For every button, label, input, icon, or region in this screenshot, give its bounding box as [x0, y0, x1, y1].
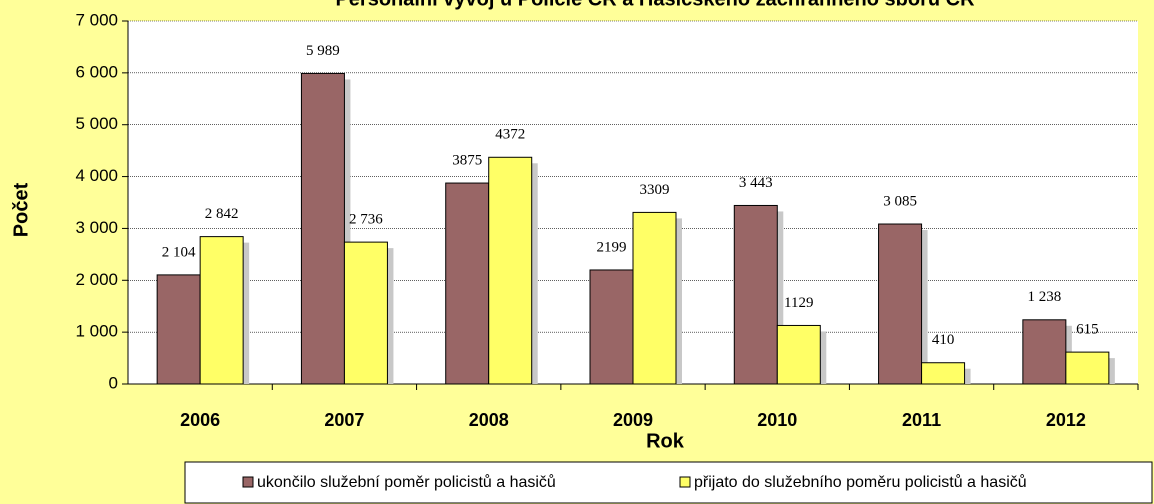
data-label: 3 443	[739, 175, 773, 191]
y-tick-label: 7 000	[75, 10, 118, 29]
bar	[1065, 351, 1110, 385]
legend	[184, 461, 1153, 504]
y-tick-label: 5 000	[75, 114, 118, 133]
bar	[733, 204, 778, 385]
y-tick-label: 0	[109, 373, 118, 392]
bar	[343, 241, 388, 385]
legend-swatch	[679, 476, 691, 488]
y-axis-label: Počet	[10, 182, 32, 237]
x-tick-label: 2009	[613, 410, 653, 430]
data-label: 3875	[452, 152, 482, 168]
x-axis-label: Rok	[646, 430, 685, 452]
data-label: 410	[932, 332, 955, 348]
y-tick-label: 6 000	[75, 62, 118, 81]
data-label: 5 989	[306, 43, 340, 59]
y-tick-label: 3 000	[75, 218, 118, 237]
data-label: 1 238	[1027, 289, 1061, 305]
x-tick-label: 2012	[1046, 410, 1086, 430]
bar	[632, 211, 677, 385]
legend-label: přijato do služebního poměru policistů a…	[694, 473, 1027, 491]
x-tick-label: 2010	[757, 410, 797, 430]
data-label: 3309	[640, 182, 670, 198]
x-tick-label: 2006	[180, 410, 220, 430]
data-label: 2 842	[205, 206, 239, 222]
legend-swatch	[242, 476, 254, 488]
data-label: 2 736	[349, 212, 383, 228]
y-tick-label: 1 000	[75, 322, 118, 341]
bar	[156, 274, 201, 385]
data-label: 2 104	[162, 244, 196, 260]
y-tick-label: 4 000	[75, 166, 118, 185]
bar	[199, 236, 244, 385]
bar	[445, 182, 490, 385]
y-tick-label: 2 000	[75, 270, 118, 289]
legend-label: ukončilo služební poměr policistů a hasi…	[257, 473, 556, 491]
bar	[589, 269, 634, 385]
bar	[878, 223, 923, 385]
bar	[921, 362, 966, 385]
x-tick-label: 2008	[469, 410, 509, 430]
data-label: 1129	[784, 295, 813, 311]
bar	[1022, 319, 1067, 385]
chart-title: Personální vývoj u Policie ČR a Hasičské…	[335, 0, 975, 10]
data-label: 4372	[495, 127, 525, 143]
data-label: 3 085	[883, 193, 917, 209]
bar	[488, 156, 533, 385]
data-label: 615	[1076, 322, 1099, 338]
x-tick-label: 2011	[902, 410, 941, 430]
data-label: 2199	[597, 239, 627, 255]
x-tick-label: 2007	[324, 410, 364, 430]
bar	[776, 324, 821, 385]
bar	[300, 72, 345, 385]
